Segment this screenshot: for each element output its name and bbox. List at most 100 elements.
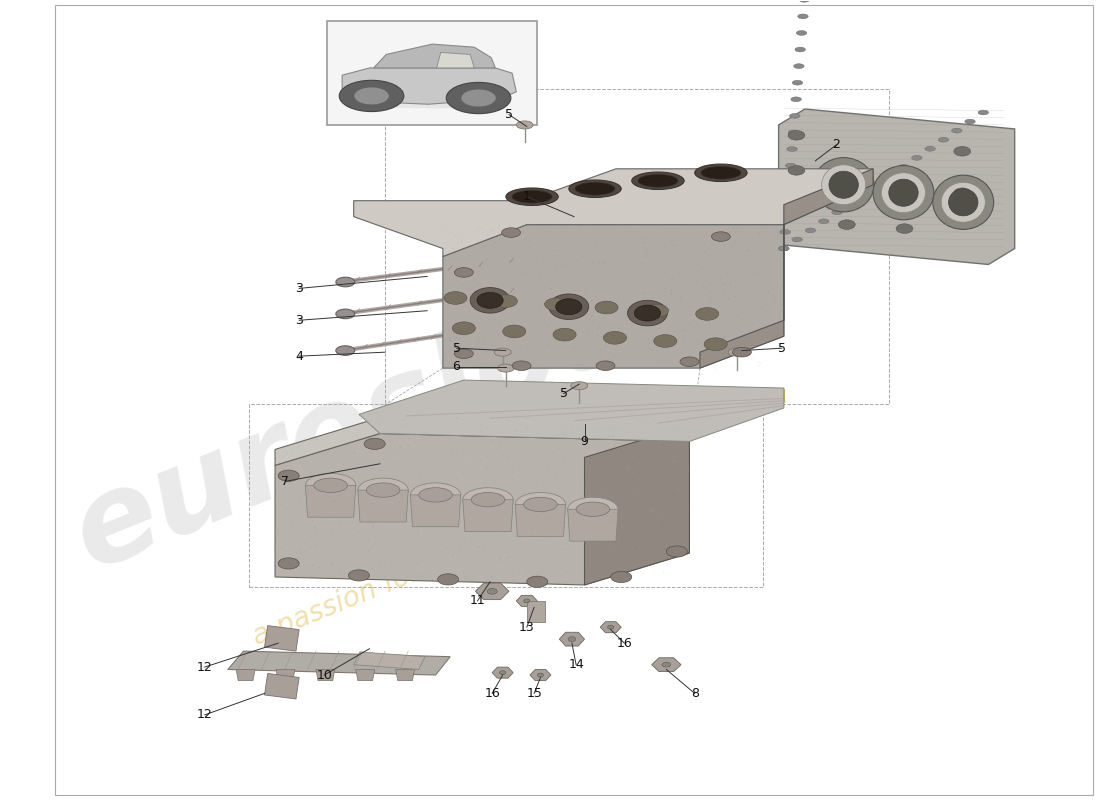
- Point: [524, 248, 541, 261]
- Point: [462, 456, 480, 469]
- Point: [477, 516, 495, 529]
- Point: [630, 466, 648, 479]
- Point: [470, 278, 487, 290]
- Point: [446, 537, 463, 550]
- Ellipse shape: [278, 558, 299, 569]
- Point: [626, 482, 644, 495]
- Point: [578, 462, 595, 474]
- Point: [587, 274, 605, 287]
- Polygon shape: [437, 53, 474, 68]
- Ellipse shape: [799, 0, 810, 2]
- Ellipse shape: [912, 155, 922, 160]
- Point: [466, 477, 484, 490]
- Point: [642, 347, 660, 360]
- Point: [742, 222, 760, 235]
- Point: [275, 459, 293, 472]
- Point: [540, 322, 558, 334]
- Point: [483, 239, 500, 252]
- Point: [450, 234, 468, 247]
- Point: [593, 285, 611, 298]
- Point: [404, 505, 421, 518]
- Point: [667, 450, 684, 462]
- Point: [662, 286, 680, 299]
- Point: [434, 337, 452, 350]
- Point: [389, 467, 407, 480]
- Point: [740, 306, 758, 319]
- Point: [495, 442, 513, 454]
- Point: [672, 492, 690, 505]
- Ellipse shape: [568, 498, 618, 521]
- Point: [542, 316, 560, 329]
- Point: [361, 445, 378, 458]
- Ellipse shape: [470, 287, 510, 313]
- Point: [550, 348, 568, 361]
- Point: [384, 535, 402, 548]
- Point: [340, 466, 358, 479]
- Point: [568, 301, 585, 314]
- Point: [395, 444, 412, 457]
- Point: [650, 256, 668, 269]
- Point: [428, 525, 446, 538]
- Point: [387, 458, 405, 470]
- Point: [596, 566, 614, 578]
- Point: [295, 538, 312, 550]
- Point: [613, 534, 630, 547]
- Point: [493, 264, 510, 277]
- Point: [398, 486, 416, 499]
- Point: [286, 492, 304, 505]
- Point: [612, 522, 629, 535]
- Ellipse shape: [471, 493, 505, 507]
- Point: [646, 436, 663, 449]
- Point: [450, 570, 468, 582]
- Point: [607, 294, 625, 307]
- Point: [666, 272, 683, 285]
- Point: [597, 415, 615, 428]
- Point: [553, 516, 571, 529]
- Point: [483, 272, 500, 285]
- Point: [654, 448, 672, 461]
- Point: [502, 550, 519, 563]
- Point: [420, 546, 438, 558]
- Point: [663, 486, 681, 499]
- Point: [745, 352, 762, 365]
- Point: [502, 433, 519, 446]
- Point: [736, 346, 754, 359]
- Point: [273, 421, 290, 434]
- Point: [532, 343, 550, 356]
- Point: [676, 218, 694, 231]
- Point: [320, 442, 338, 454]
- Ellipse shape: [795, 47, 805, 52]
- Point: [324, 552, 342, 565]
- Point: [288, 416, 306, 429]
- Point: [464, 338, 482, 350]
- Point: [620, 558, 638, 571]
- Point: [300, 518, 318, 530]
- Point: [474, 567, 492, 580]
- Point: [603, 540, 620, 553]
- Point: [478, 230, 496, 242]
- Point: [282, 458, 299, 470]
- Point: [473, 287, 491, 300]
- Point: [562, 494, 580, 506]
- Point: [527, 346, 544, 358]
- Point: [368, 510, 386, 523]
- Point: [547, 228, 564, 241]
- Point: [594, 526, 612, 539]
- Ellipse shape: [938, 138, 948, 142]
- Text: 16: 16: [616, 637, 632, 650]
- Point: [770, 226, 788, 239]
- Point: [349, 431, 366, 444]
- Point: [414, 530, 431, 543]
- Ellipse shape: [364, 438, 385, 450]
- Point: [715, 274, 733, 286]
- Point: [370, 414, 387, 427]
- Point: [442, 436, 460, 449]
- Point: [642, 332, 660, 345]
- Point: [615, 266, 632, 279]
- Point: [640, 497, 658, 510]
- Point: [485, 431, 503, 444]
- Point: [447, 357, 464, 370]
- Point: [624, 309, 641, 322]
- Ellipse shape: [549, 294, 588, 319]
- Point: [675, 525, 693, 538]
